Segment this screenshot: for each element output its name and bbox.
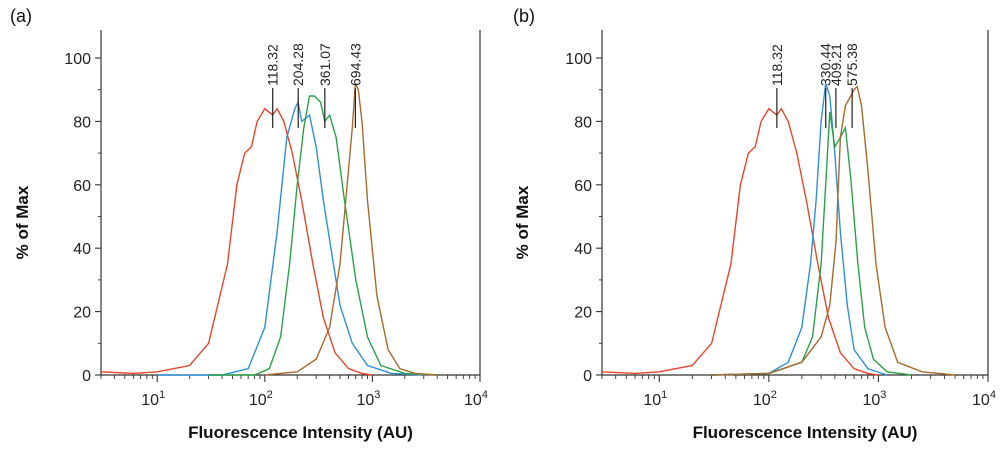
y-axis-label: % of Max [13, 185, 32, 259]
x-axis-label: Fluorescence Intensity (AU) [188, 423, 413, 442]
y-tick-label: 40 [574, 241, 592, 258]
x-tick-label: 101 [643, 389, 667, 409]
x-tick-label: 101 [141, 389, 165, 409]
peak-label: 409.21 [828, 43, 844, 86]
peak-label: 361.07 [317, 43, 333, 86]
series-line-3 [208, 95, 438, 376]
x-tick-label: 102 [753, 389, 777, 409]
series-line-1 [601, 107, 879, 376]
peak-label: 575.38 [844, 43, 860, 86]
panel-a: (a) 0 20 40 60 80 100 101 102 103 104 % of Max Fluor… [10, 6, 488, 442]
x-tick-label: 103 [356, 389, 380, 409]
y-tick-label: 20 [73, 305, 91, 322]
y-tick-label: 80 [73, 114, 91, 131]
y-tick-label: 0 [82, 368, 91, 385]
x-tick-label: 104 [464, 389, 488, 409]
x-tick-label: 103 [862, 389, 886, 409]
series-line-2 [157, 100, 424, 376]
y-tick-label: 100 [565, 51, 592, 68]
y-tick-label: 80 [574, 114, 592, 131]
series-line-1 [100, 107, 373, 376]
panel-label: (a) [10, 6, 32, 26]
y-tick-label: 0 [583, 368, 592, 385]
series-line-2 [711, 83, 888, 376]
series-line-4 [264, 83, 438, 376]
peak-label: 118.32 [265, 44, 281, 86]
x-tick-label: 104 [972, 389, 996, 409]
peak-label: 118.32 [769, 44, 785, 86]
y-tick-label: 40 [73, 241, 91, 258]
peak-label: 694.43 [347, 43, 363, 86]
y-tick-label: 60 [73, 178, 91, 195]
panel-label: (b) [513, 6, 535, 26]
panel-b: (b) 0 20 40 60 80 100 101 102 103 104 % of Max Fluor… [513, 6, 996, 442]
x-tick-label: 102 [249, 389, 273, 409]
y-tick-label: 20 [574, 305, 592, 322]
y-tick-label: 60 [574, 178, 592, 195]
y-axis-label: % of Max [513, 185, 532, 259]
peak-label: 330.44 [818, 43, 834, 86]
x-axis-label: Fluorescence Intensity (AU) [693, 423, 918, 442]
peak-label: 204.28 [290, 43, 306, 86]
series-line-3 [711, 111, 912, 376]
y-tick-label: 100 [64, 51, 91, 68]
